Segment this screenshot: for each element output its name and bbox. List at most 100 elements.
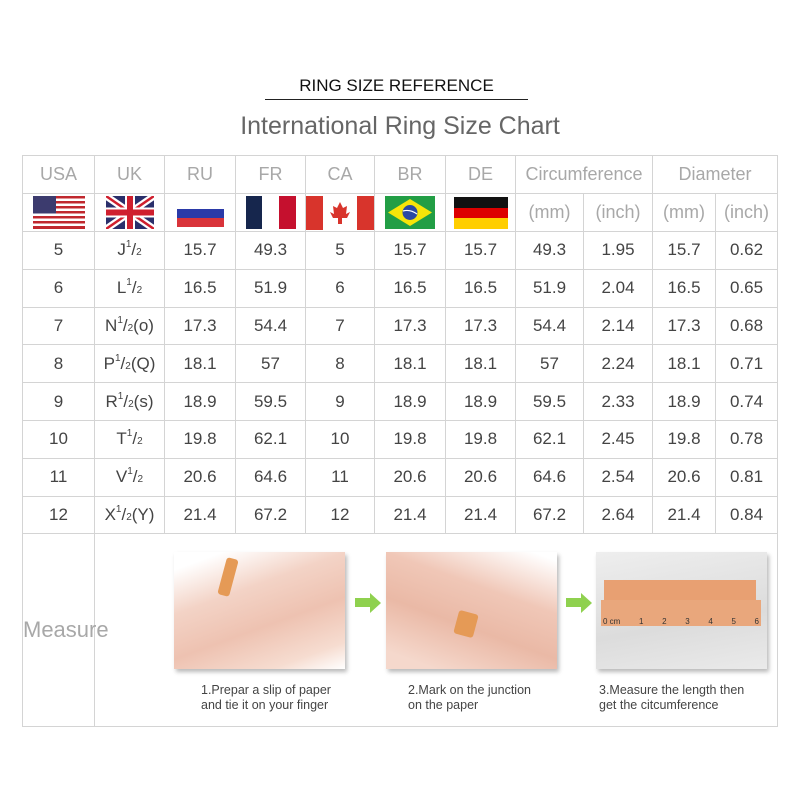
cell-ru: 16.5 (164, 268, 236, 308)
cell-usa: 7 (22, 306, 95, 346)
cell-d-in: 0.74 (715, 382, 779, 421)
us-flag-icon (32, 196, 85, 229)
col-br: BR (374, 155, 446, 194)
flag-row: (mm) (inch) (mm) (inch) (22, 193, 779, 232)
cell-c-in: 2.45 (582, 419, 654, 459)
cell-ca: 8 (305, 344, 375, 384)
cell-c-in: 2.54 (582, 457, 654, 497)
cell-ru: 18.9 (164, 382, 236, 421)
cell-de: 17.3 (445, 306, 516, 346)
ruler-label: 0 cm (603, 617, 621, 626)
table-row: 10 T1/2 19.8 62.1 10 19.8 19.8 62.1 2.45 19.8 0.78 (22, 419, 779, 459)
cell-d-mm: 15.7 (652, 231, 717, 270)
cell-c-in: 1.95 (582, 231, 654, 270)
col-fr: FR (235, 155, 306, 194)
step-1-caption: 1.Prepar a slip of paper and tie it on yo… (201, 683, 331, 712)
cell-ru: 17.3 (164, 306, 236, 346)
ruler-label: 2 (662, 617, 667, 626)
cell-d-mm: 18.9 (652, 382, 717, 421)
col-usa: USA (22, 155, 95, 194)
circumference-mm-header: (mm) (515, 193, 584, 232)
cell-d-in: 0.62 (715, 231, 779, 270)
cell-ru: 21.4 (164, 495, 236, 535)
cell-ca: 7 (305, 306, 375, 346)
table-row: 8 P1/2(Q) 18.1 57 8 18.1 18.1 57 2.24 18.1 0.71 (22, 344, 779, 384)
step-3-caption: 3.Measure the length then get the citcumf… (599, 683, 745, 712)
col-ca: CA (305, 155, 375, 194)
cell-usa: 10 (22, 419, 95, 459)
col-uk: UK (94, 155, 165, 194)
cell-uk: T1/2 (94, 419, 165, 459)
cell-c-mm: 59.5 (515, 382, 584, 421)
table-row: 12 X1/2(Y) 21.4 67.2 12 21.4 21.4 67.2 2.64 21.4 0… (22, 495, 779, 535)
cell-fr: 54.4 (235, 306, 306, 346)
table-row: 7 N1/2(o) 17.3 54.4 7 17.3 17.3 54.4 2.14 17.3 0.6… (22, 306, 779, 346)
table-row: 11 V1/2 20.6 64.6 11 20.6 20.6 64.6 2.54 20.6 0.81 (22, 457, 779, 497)
cell-c-mm: 64.6 (515, 457, 584, 497)
measure-label-cell: Measure (22, 533, 109, 728)
cell-ca: 5 (305, 231, 375, 270)
cell-usa: 9 (22, 382, 95, 421)
table-row: 5 J1/2 15.7 49.3 5 15.7 15.7 49.3 1.95 15.7 0.62 (22, 231, 779, 270)
cell-d-mm: 20.6 (652, 457, 717, 497)
cell-br: 15.7 (374, 231, 446, 270)
page-title: International Ring Size Chart (240, 112, 560, 140)
ruler-label: 3 (685, 617, 690, 626)
cell-de: 16.5 (445, 268, 516, 308)
table-row: 6 L1/2 16.5 51.9 6 16.5 16.5 51.9 2.04 16.5 0.65 (22, 268, 779, 308)
cell-usa: 8 (22, 344, 95, 384)
cell-usa: 11 (22, 457, 95, 497)
cell-d-in: 0.81 (715, 457, 779, 497)
cell-c-mm: 57 (515, 344, 584, 384)
cell-fr: 64.6 (235, 457, 306, 497)
cell-usa: 6 (22, 268, 95, 308)
cell-fr: 59.5 (235, 382, 306, 421)
step-3-photo: 0 cm 1 2 3 4 5 6 (596, 552, 767, 669)
cell-de: 15.7 (445, 231, 516, 270)
cell-br: 17.3 (374, 306, 446, 346)
circumference-inch-header: (inch) (582, 193, 654, 232)
cell-de: 18.9 (445, 382, 516, 421)
cell-uk: V1/2 (94, 457, 165, 497)
cell-uk: J1/2 (94, 231, 165, 270)
ruler-label: 1 (639, 617, 644, 626)
cell-br: 18.1 (374, 344, 446, 384)
cell-d-in: 0.84 (715, 495, 779, 535)
cell-c-mm: 62.1 (515, 419, 584, 459)
col-circumference: Circumference (514, 155, 654, 194)
cell-fr: 67.2 (235, 495, 306, 535)
cell-d-in: 0.78 (715, 419, 779, 459)
cell-br: 16.5 (374, 268, 446, 308)
cell-d-mm: 18.1 (652, 344, 717, 384)
step-2-caption: 2.Mark on the junction on the paper (408, 683, 531, 712)
germany-flag-icon (453, 196, 508, 229)
cell-c-mm: 51.9 (515, 268, 584, 308)
cell-ca: 11 (305, 457, 375, 497)
cell-fr: 51.9 (235, 268, 306, 308)
step-2-photo (386, 552, 557, 669)
canada-flag-icon (306, 195, 374, 230)
cell-uk: R1/2(s) (94, 382, 165, 421)
cell-c-in: 2.14 (582, 306, 654, 346)
ruler: 0 cm 1 2 3 4 5 6 (601, 600, 761, 626)
cell-de: 18.1 (445, 344, 516, 384)
cell-fr: 62.1 (235, 419, 306, 459)
cell-d-mm: 21.4 (652, 495, 717, 535)
diameter-inch-header: (inch) (715, 193, 779, 232)
cell-usa: 5 (22, 231, 95, 270)
cell-c-in: 2.64 (582, 495, 654, 535)
cell-ru: 15.7 (164, 231, 236, 270)
cell-c-mm: 54.4 (515, 306, 584, 346)
cell-d-mm: 19.8 (652, 419, 717, 459)
ruler-label: 4 (708, 617, 713, 626)
cell-br: 21.4 (374, 495, 446, 535)
measure-steps: 0 cm 1 2 3 4 5 6 1.Prepar a slip of paper and t… (164, 534, 777, 726)
cell-ca: 9 (305, 382, 375, 421)
step-1-photo (174, 552, 345, 669)
brazil-flag-icon (385, 196, 435, 229)
cell-ca: 10 (305, 419, 375, 459)
cell-uk: N1/2(o) (94, 306, 165, 346)
cell-de: 19.8 (445, 419, 516, 459)
cell-uk: P1/2(Q) (94, 344, 165, 384)
cell-fr: 57 (235, 344, 306, 384)
